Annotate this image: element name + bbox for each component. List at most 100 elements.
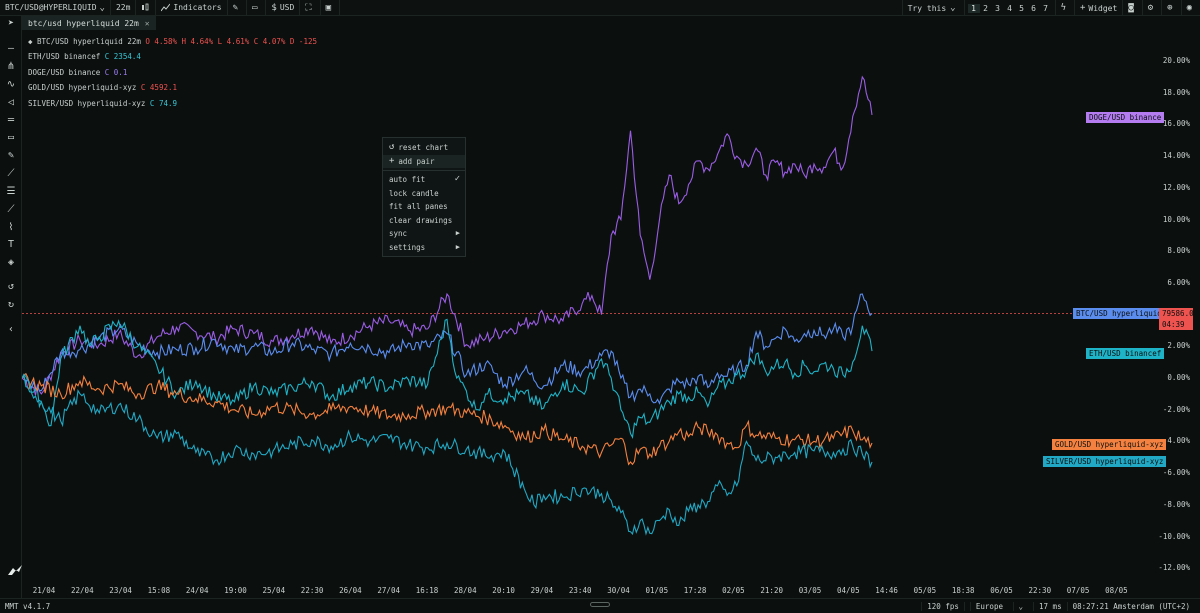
region-selector[interactable]: Europe ⌄ xyxy=(963,602,1033,611)
chart-line-icon[interactable]: ⟋ xyxy=(7,168,15,179)
try-this-label: Try this xyxy=(907,3,947,13)
draw-button[interactable]: ✎ xyxy=(228,0,247,16)
clock-label: 08:27:21 Amsterdam (UTC+2) xyxy=(1066,602,1195,611)
menu-item-auto-fit[interactable]: auto fit ✓ xyxy=(383,173,465,187)
x-tick-label: 22/04 xyxy=(71,586,94,595)
folder-button[interactable]: ▭ xyxy=(247,0,267,16)
trend-line-icon[interactable]: — xyxy=(7,43,15,54)
price-axis[interactable]: 20.00% 18.00% 16.00% 14.00% 12.00% 10.00% 8.00… xyxy=(1158,30,1200,582)
horizontal-lines-icon[interactable]: ═ xyxy=(7,115,15,126)
layout-tab-5[interactable]: 5 xyxy=(1019,3,1024,13)
settings-button[interactable]: ⚙ xyxy=(1143,0,1163,16)
y-tick-label: -4.00% xyxy=(1162,436,1190,446)
x-tick-label: 21/04 xyxy=(32,586,56,595)
time-axis[interactable]: 21/04 22/04 23/04 15:08 24/04 19:00 25/04 22:30… xyxy=(22,584,1160,598)
chart-tab[interactable]: btc/usd hyperliquid 22m ✕ xyxy=(22,16,156,30)
x-tick-label: 20:10 xyxy=(492,586,515,595)
indicators-icon xyxy=(161,3,171,12)
legend-value: C 4592.1 xyxy=(140,83,178,93)
fullscreen-button[interactable]: ⛶ xyxy=(300,0,321,16)
layout-tab-3[interactable]: 3 xyxy=(995,3,1000,13)
path-icon[interactable]: ∿ xyxy=(6,79,16,90)
x-tick-label: 02/05 xyxy=(722,586,745,595)
layout-tab-6[interactable]: 6 xyxy=(1031,3,1036,13)
x-tick-label: 24/04 xyxy=(185,586,209,595)
top-right-tools: Try this ⌄ 1 2 3 4 5 6 7 ϟ + Widget ◙ ⚙ … xyxy=(901,0,1200,16)
nodes-icon[interactable]: ⋔ xyxy=(6,61,16,72)
menu-item-sync[interactable]: sync ▶ xyxy=(383,227,465,241)
x-tick-label: 04/05 xyxy=(837,586,860,595)
menu-item-clear-drawings[interactable]: clear drawings xyxy=(383,214,465,228)
chart-tab-label: btc/usd hyperliquid 22m xyxy=(28,18,139,28)
menu-label: fit all panes xyxy=(389,202,448,211)
check-icon: ✓ xyxy=(454,174,460,184)
x-tick-label: 30/04 xyxy=(607,586,630,595)
indicators-button[interactable]: Indicators xyxy=(156,0,228,16)
try-this-selector[interactable]: Try this ⌄ xyxy=(901,0,965,16)
x-tick-label: 22:30 xyxy=(1028,586,1052,595)
interval-label: 22m xyxy=(115,3,131,12)
resize-handle[interactable] xyxy=(590,602,610,607)
forecast-icon[interactable]: ⌇ xyxy=(8,222,14,233)
chart-type-button[interactable] xyxy=(136,0,157,16)
widget-label: Widget xyxy=(1088,3,1118,13)
eth-price-label: ETH/USD binancef xyxy=(1086,348,1165,359)
rectangle-icon[interactable]: ▭ xyxy=(7,132,15,143)
cursor-icon[interactable]: ➤ xyxy=(7,18,15,29)
y-tick-label: 10.00% xyxy=(1162,214,1190,224)
menu-item-lock-candle[interactable]: lock candle xyxy=(383,187,465,201)
layout-tab-2[interactable]: 2 xyxy=(983,3,988,13)
series-line-btc xyxy=(22,293,873,405)
legend-main: ◆ BTC/USD hyperliquid 22m O 4.58% H 4.64… xyxy=(28,34,317,49)
currency-selector[interactable]: $ USD xyxy=(266,0,301,16)
y-tick-label: -6.00% xyxy=(1162,468,1190,478)
y-tick-label: 20.00% xyxy=(1162,56,1190,65)
undo-icon[interactable]: ↺ xyxy=(7,281,15,292)
save-button[interactable]: ▣ xyxy=(321,0,341,16)
gear-icon: ⚙ xyxy=(1147,3,1154,13)
brush-icon[interactable]: ✎ xyxy=(7,150,15,161)
add-widget-button[interactable]: + Widget xyxy=(1075,0,1124,16)
bars-icon[interactable]: ☰ xyxy=(6,186,16,197)
logo-icon xyxy=(8,565,22,575)
legend-main-ohlc: O 4.58% H 4.64% L 4.61% C 4.07% D -125 xyxy=(145,37,317,46)
menu-item-add-pair[interactable]: + add pair xyxy=(383,154,465,168)
layers-icon[interactable]: ◈ xyxy=(7,257,15,268)
screenshot-button[interactable]: ◙ xyxy=(1123,0,1143,16)
series-line-silver xyxy=(22,373,873,536)
layout-tab-4[interactable]: 4 xyxy=(1007,3,1012,13)
x-tick-label: 17:28 xyxy=(683,586,707,595)
menu-label: settings xyxy=(389,242,426,252)
text-icon[interactable]: T xyxy=(7,239,15,250)
bolt-icon: ϟ xyxy=(1060,3,1066,13)
collapse-icon[interactable]: ‹ xyxy=(7,324,15,335)
legend-value: C 2354.4 xyxy=(104,52,141,62)
fps-label: 120 fps xyxy=(921,602,964,611)
x-tick-label: 23/04 xyxy=(109,586,132,595)
doge-price-label: DOGE/USD binance xyxy=(1086,112,1165,123)
layout-tab-1[interactable]: 1 xyxy=(967,3,980,13)
alerts-button[interactable]: ϟ xyxy=(1056,0,1075,16)
currency-label: USD xyxy=(279,3,295,12)
interval-selector[interactable]: 22m xyxy=(111,0,137,16)
symbol-label: BTC/USD@HYPERLIQUID xyxy=(5,3,97,12)
redo-icon[interactable]: ↻ xyxy=(7,299,15,310)
price-chart[interactable] xyxy=(22,30,1160,582)
menu-item-reset-chart[interactable]: ↺ reset chart xyxy=(383,141,465,155)
account-button[interactable]: ◉ xyxy=(1182,0,1200,16)
symbol-selector[interactable]: BTC/USD@HYPERLIQUID ⌄ xyxy=(0,0,111,16)
x-tick-label: 28/04 xyxy=(454,586,477,595)
menu-item-fit-all-panes[interactable]: fit all panes xyxy=(383,200,465,214)
close-icon[interactable]: ✕ xyxy=(144,18,150,28)
globe-button[interactable]: ⊕ xyxy=(1162,0,1182,16)
status-right: 120 fps Europe ⌄ 17 ms 08:27:21 Amsterda… xyxy=(921,599,1195,613)
x-tick-label: 29/04 xyxy=(530,586,554,595)
series-line-doge xyxy=(22,75,873,396)
eye-icon[interactable]: ◆ xyxy=(28,37,33,46)
send-icon[interactable]: ◁ xyxy=(7,97,15,108)
ruler-icon[interactable]: ⟋ xyxy=(7,204,15,215)
layout-tab-7[interactable]: 7 xyxy=(1043,3,1048,13)
btc-last-price: 79586.0 xyxy=(1159,308,1194,319)
menu-item-settings[interactable]: settings ▶ xyxy=(383,241,465,255)
legend-row: SILVER/USD hyperliquid-xyz C 74.9 xyxy=(28,96,317,111)
